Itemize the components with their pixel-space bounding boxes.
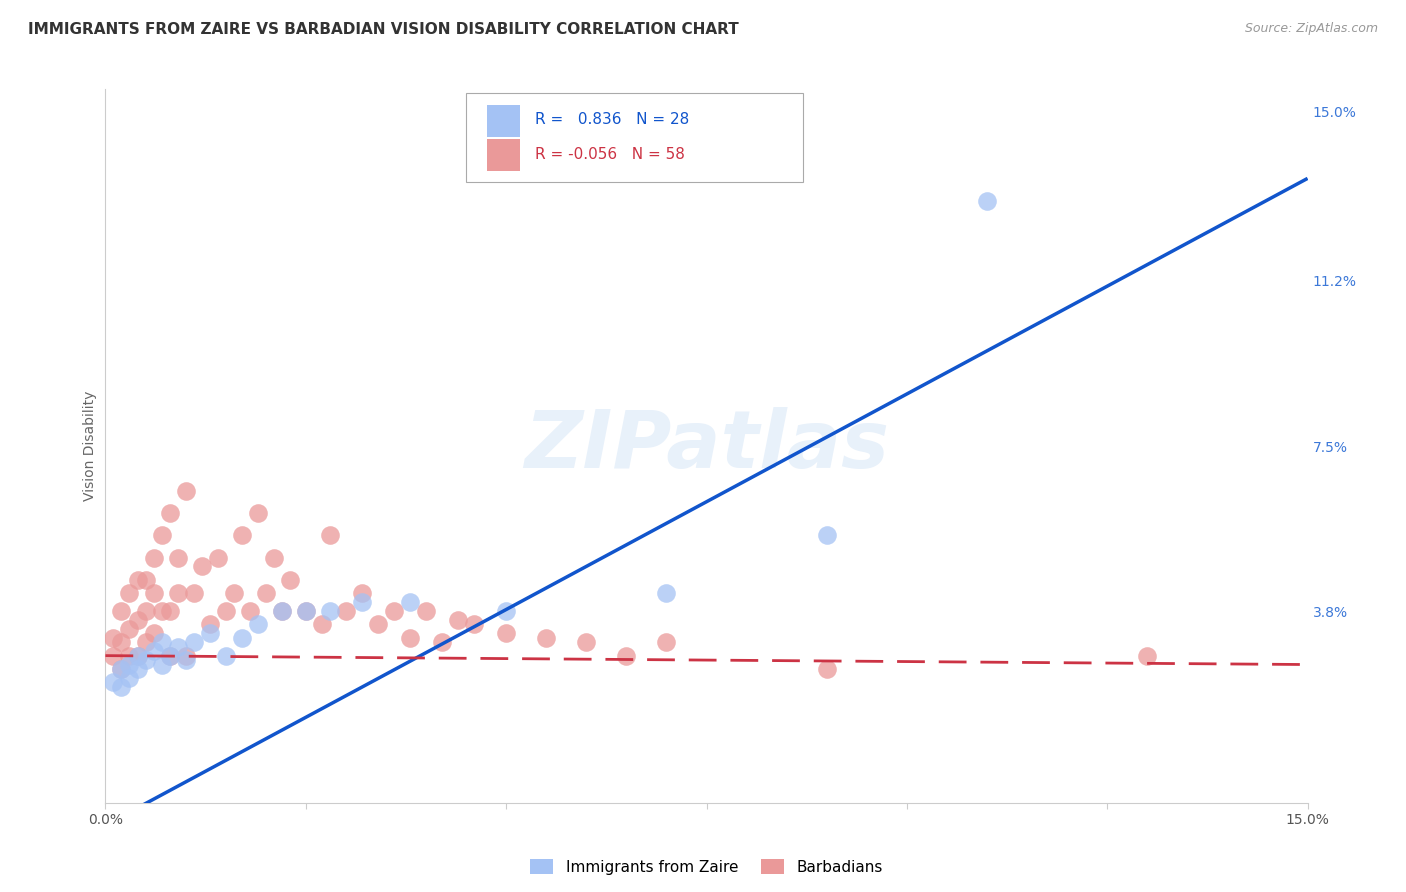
Point bbox=[815, 528, 838, 542]
Point bbox=[263, 550, 285, 565]
Point bbox=[367, 617, 389, 632]
Point bbox=[198, 617, 221, 632]
Point bbox=[174, 653, 197, 667]
Point bbox=[166, 550, 188, 565]
Point bbox=[103, 648, 125, 663]
Point bbox=[655, 586, 678, 600]
Point bbox=[110, 680, 132, 694]
Point bbox=[150, 635, 173, 649]
Text: ZIPatlas: ZIPatlas bbox=[524, 407, 889, 485]
Point bbox=[246, 506, 269, 520]
Text: R =   0.836   N = 28: R = 0.836 N = 28 bbox=[534, 112, 689, 128]
Point bbox=[278, 573, 301, 587]
Point bbox=[135, 635, 157, 649]
Point bbox=[159, 506, 181, 520]
Point bbox=[319, 528, 342, 542]
Point bbox=[118, 648, 141, 663]
Legend: Immigrants from Zaire, Barbadians: Immigrants from Zaire, Barbadians bbox=[524, 853, 889, 880]
Point bbox=[118, 657, 141, 672]
Point bbox=[103, 675, 125, 690]
Point bbox=[214, 604, 236, 618]
Point bbox=[135, 573, 157, 587]
Point bbox=[150, 528, 173, 542]
Point bbox=[110, 604, 132, 618]
Point bbox=[214, 648, 236, 663]
Point bbox=[655, 635, 678, 649]
Point bbox=[118, 586, 141, 600]
Point bbox=[815, 662, 838, 676]
Point bbox=[270, 604, 292, 618]
Point bbox=[103, 631, 125, 645]
Point bbox=[495, 604, 517, 618]
Point bbox=[350, 586, 373, 600]
Point bbox=[127, 662, 149, 676]
Point bbox=[118, 622, 141, 636]
FancyBboxPatch shape bbox=[465, 93, 803, 182]
Point bbox=[142, 550, 165, 565]
FancyBboxPatch shape bbox=[486, 105, 520, 137]
Point bbox=[110, 662, 132, 676]
Text: Source: ZipAtlas.com: Source: ZipAtlas.com bbox=[1244, 22, 1378, 36]
Point bbox=[616, 648, 638, 663]
Point bbox=[150, 657, 173, 672]
Point bbox=[166, 586, 188, 600]
Point bbox=[183, 586, 205, 600]
Point bbox=[127, 648, 149, 663]
Point bbox=[231, 528, 253, 542]
Point bbox=[246, 617, 269, 632]
FancyBboxPatch shape bbox=[486, 139, 520, 171]
Point bbox=[150, 604, 173, 618]
Point bbox=[174, 648, 197, 663]
Point bbox=[575, 635, 598, 649]
Point bbox=[142, 586, 165, 600]
Point bbox=[222, 586, 245, 600]
Point bbox=[159, 648, 181, 663]
Point bbox=[319, 604, 342, 618]
Point bbox=[110, 662, 132, 676]
Point bbox=[159, 648, 181, 663]
Point bbox=[135, 653, 157, 667]
Text: IMMIGRANTS FROM ZAIRE VS BARBADIAN VISION DISABILITY CORRELATION CHART: IMMIGRANTS FROM ZAIRE VS BARBADIAN VISIO… bbox=[28, 22, 740, 37]
Point bbox=[127, 648, 149, 663]
Point bbox=[976, 194, 998, 208]
Point bbox=[135, 604, 157, 618]
Point bbox=[430, 635, 453, 649]
Point bbox=[463, 617, 485, 632]
Point bbox=[110, 635, 132, 649]
Point bbox=[270, 604, 292, 618]
Point bbox=[166, 640, 188, 654]
Point bbox=[239, 604, 262, 618]
Point bbox=[142, 644, 165, 658]
Point bbox=[118, 671, 141, 685]
Point bbox=[399, 595, 422, 609]
Point bbox=[127, 613, 149, 627]
Y-axis label: Vision Disability: Vision Disability bbox=[83, 391, 97, 501]
Text: R = -0.056   N = 58: R = -0.056 N = 58 bbox=[534, 147, 685, 162]
Point bbox=[254, 586, 277, 600]
Point bbox=[127, 573, 149, 587]
Point bbox=[335, 604, 357, 618]
Point bbox=[382, 604, 405, 618]
Point bbox=[142, 626, 165, 640]
Point bbox=[311, 617, 333, 632]
Point bbox=[447, 613, 470, 627]
Point bbox=[295, 604, 318, 618]
Point bbox=[231, 631, 253, 645]
Point bbox=[207, 550, 229, 565]
Point bbox=[350, 595, 373, 609]
Point bbox=[399, 631, 422, 645]
Point bbox=[183, 635, 205, 649]
Point bbox=[415, 604, 437, 618]
Point bbox=[198, 626, 221, 640]
Point bbox=[1136, 648, 1159, 663]
Point bbox=[295, 604, 318, 618]
Point bbox=[534, 631, 557, 645]
Point bbox=[495, 626, 517, 640]
Point bbox=[174, 483, 197, 498]
Point bbox=[190, 559, 212, 574]
Point bbox=[159, 604, 181, 618]
